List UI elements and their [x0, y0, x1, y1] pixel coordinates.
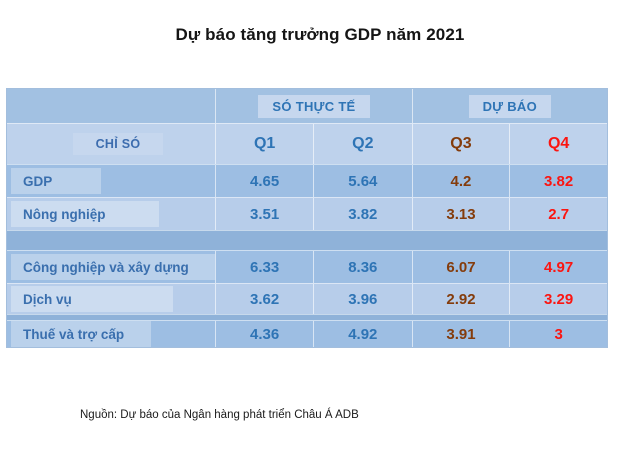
- row-label: Nông nghiệp: [11, 201, 159, 227]
- table-row-gdp: GDP 4.65 5.64 4.2 3.82: [7, 164, 607, 197]
- row-label: Dịch vụ: [11, 286, 173, 312]
- row-label-cell: Dịch vụ: [7, 284, 215, 314]
- table-row-thue: Thuế và trợ cấp 4.36 4.92 3.91 3: [7, 320, 607, 347]
- forecast-group-label: DỰ BÁO: [468, 94, 552, 118]
- value-cell: 3.91: [411, 321, 510, 347]
- actuals-group-label: SÓ THỰC TẾ: [258, 94, 370, 118]
- value-cell: 3.29: [509, 284, 607, 314]
- actuals-group-cell: SÓ THỰC TẾ: [215, 89, 411, 123]
- value-cell: 5.64: [312, 165, 412, 197]
- quarter-header-row: CHỈ SÓ Q1 Q2 Q3 Q4: [7, 123, 607, 164]
- column-header-q3: Q3: [411, 124, 510, 164]
- row-label-cell: Thuế và trợ cấp: [7, 321, 215, 347]
- value-cell: 3.13: [411, 198, 510, 230]
- value-cell: 3.82: [312, 198, 412, 230]
- row-label: GDP: [11, 168, 101, 194]
- value-cell: 3.62: [215, 284, 313, 314]
- value-cell: 3.82: [509, 165, 607, 197]
- spacer-row: [7, 230, 607, 250]
- corner-cell: [7, 89, 215, 123]
- row-label-cell: Công nghiệp và xây dựng: [7, 251, 215, 283]
- value-cell: 6.07: [411, 251, 510, 283]
- value-cell: 4.65: [215, 165, 313, 197]
- value-cell: 2.7: [509, 198, 607, 230]
- value-cell: 2.92: [411, 284, 510, 314]
- value-cell: 4.2: [411, 165, 510, 197]
- value-cell: 4.36: [215, 321, 313, 347]
- column-header-q4: Q4: [509, 124, 607, 164]
- column-header-q2: Q2: [312, 124, 412, 164]
- value-cell: 3.96: [312, 284, 412, 314]
- row-label: Công nghiệp và xây dựng: [11, 254, 215, 280]
- row-label-cell: Nông nghiệp: [7, 198, 215, 230]
- value-cell: 3.51: [215, 198, 313, 230]
- value-cell: 3: [509, 321, 607, 347]
- forecast-group-cell: DỰ BÁO: [411, 89, 607, 123]
- page-title: Dự báo tăng trưởng GDP năm 2021: [175, 25, 465, 44]
- column-header-q1: Q1: [215, 124, 313, 164]
- source-note: Nguồn: Dự báo của Ngân hàng phát triển C…: [80, 409, 359, 421]
- row-label: Thuế và trợ cấp: [11, 321, 151, 347]
- value-cell: 8.36: [312, 251, 412, 283]
- value-cell: 6.33: [215, 251, 313, 283]
- index-header-label: CHỈ SÓ: [73, 133, 163, 155]
- index-header-cell: CHỈ SÓ: [7, 124, 215, 164]
- group-header-row: SÓ THỰC TẾ DỰ BÁO: [7, 89, 607, 123]
- table-row-cong-nghiep: Công nghiệp và xây dựng 6.33 8.36 6.07 4…: [7, 250, 607, 283]
- row-label-cell: GDP: [7, 165, 215, 197]
- value-cell: 4.92: [312, 321, 412, 347]
- gdp-forecast-table: SÓ THỰC TẾ DỰ BÁO CHỈ SÓ Q1 Q2 Q3 Q4 GDP…: [6, 88, 608, 348]
- separator-row: [7, 314, 607, 320]
- value-cell: 4.97: [509, 251, 607, 283]
- table-row-dich-vu: Dịch vụ 3.62 3.96 2.92 3.29: [7, 283, 607, 314]
- table-row-nong-nghiep: Nông nghiệp 3.51 3.82 3.13 2.7: [7, 197, 607, 230]
